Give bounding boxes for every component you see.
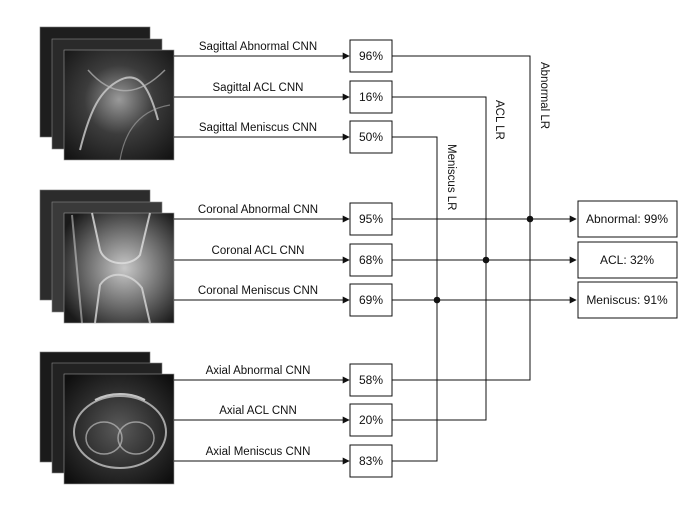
box-coronal-acl [349,243,393,277]
output-box-meniscus [577,281,678,319]
box-sagittal-acl [349,80,393,114]
label-sagittal-acl-cnn: Sagittal ACL CNN [213,82,304,94]
value-axial-meniscus: 83% [359,454,383,468]
box-axial-abnormal [349,363,393,397]
label-abnormal-lr: Abnormal LR [538,62,550,129]
value-coronal-abnormal: 95% [359,212,383,226]
junction-acl [482,256,490,264]
junction-abnormal [526,215,534,223]
junction-dots [433,215,534,304]
value-axial-acl: 20% [359,413,383,427]
value-sagittal-abnormal: 96% [359,49,383,63]
output-box-abnormal [577,200,678,238]
box-sagittal-abnormal [349,39,393,73]
output-acl: ACL: 32% [600,253,654,267]
probability-boxes: 96% 16% 50% 95% 68% 69% 58% 20% 83% [349,39,393,478]
output-meniscus: Meniscus: 91% [586,293,668,307]
box-coronal-abnormal [349,202,393,236]
value-coronal-meniscus: 69% [359,293,383,307]
box-sagittal-meniscus [349,120,393,154]
box-coronal-meniscus [349,283,393,317]
label-axial-abnormal-cnn: Axial Abnormal CNN [206,365,311,377]
value-sagittal-acl: 16% [359,90,383,104]
label-coronal-acl-cnn: Coronal ACL CNN [212,245,305,257]
box-axial-meniscus [349,444,393,478]
coronal-mri-stack [39,189,175,324]
label-sagittal-abnormal-cnn: Sagittal Abnormal CNN [199,41,317,53]
label-coronal-meniscus-cnn: Coronal Meniscus CNN [198,285,318,297]
label-coronal-abnormal-cnn: Coronal Abnormal CNN [198,204,318,216]
output-abnormal: Abnormal: 99% [586,212,668,226]
junction-meniscus [433,296,441,304]
output-boxes: Abnormal: 99% ACL: 32% Meniscus: 91% [577,200,678,319]
value-axial-abnormal: 58% [359,373,383,387]
label-sagittal-meniscus-cnn: Sagittal Meniscus CNN [199,122,317,134]
label-axial-acl-cnn: Axial ACL CNN [219,405,297,417]
value-coronal-acl: 68% [359,253,383,267]
sagittal-mri-stack [39,26,175,161]
label-acl-lr: ACL LR [493,100,505,140]
output-box-acl [577,241,678,279]
label-meniscus-lr: Meniscus LR [445,144,457,210]
value-sagittal-meniscus: 50% [359,130,383,144]
label-axial-meniscus-cnn: Axial Meniscus CNN [206,446,311,458]
axial-mri-stack [39,351,175,485]
box-axial-acl [349,403,393,437]
cnn-arrows [174,52,350,465]
